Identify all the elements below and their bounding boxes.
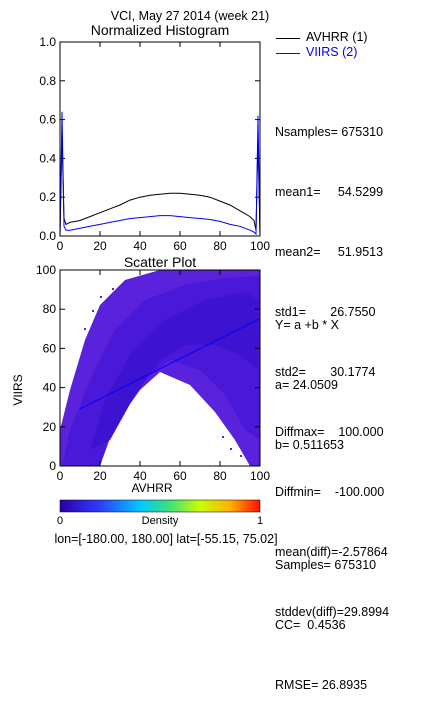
scatter-title: Scatter Plot: [124, 254, 196, 270]
histogram-xtick-label: 100: [250, 239, 270, 253]
scatter-ytick-label: 100: [36, 263, 56, 277]
stat-std2: std2= 30.1774: [275, 365, 376, 379]
colorbar: 0 Density 1: [57, 499, 263, 527]
colorbar-gradient: [59, 499, 261, 513]
fit-spacer: [275, 495, 376, 515]
colorbar-label: Density: [142, 515, 179, 527]
histogram-xtick-label: 80: [213, 239, 227, 253]
scatter-ytick-label: 0: [49, 459, 56, 473]
stat-diffmax: Diffmax= 100.000: [275, 425, 384, 439]
colorbar-min: 0: [57, 515, 63, 527]
histogram-ytick-label: 0.4: [39, 151, 56, 165]
histogram-xtick-label: 0: [57, 239, 64, 253]
fit-equation: Y= a +b * X: [275, 318, 339, 332]
histogram-line-avhrr: [59, 135, 261, 237]
footer-coords: lon=[-180.00, 180.00] lat=[-55.15, 75.02…: [54, 532, 277, 546]
histogram-xtick-label: 60: [173, 239, 187, 253]
scatter-xtick-label: 0: [57, 469, 64, 483]
fit-rmse: RMSE= 26.8935: [275, 678, 368, 692]
page-title: VCI, May 27 2014 (week 21): [111, 9, 269, 23]
fit-a: a= 24.0509: [275, 378, 338, 392]
histogram-ytick-label: 0.6: [39, 113, 56, 127]
legend-label-avhrr: AVHRR (1): [306, 30, 368, 44]
histogram-xtick-label: 20: [93, 239, 107, 253]
histogram-ytick-label: 0.2: [39, 190, 56, 204]
fit-samples: Samples= 675310: [275, 558, 377, 572]
colorbar-max: 1: [257, 515, 263, 527]
scatter-xlabel: AVHRR: [131, 481, 172, 495]
histogram-ytick-label: 0.8: [39, 74, 56, 88]
histogram-ytick-label: 0.0: [39, 229, 56, 243]
legend-swatch-viirs: [276, 53, 300, 54]
histogram-line-viirs: [59, 111, 261, 237]
chart-canvas: VCI, May 27 2014 (week 21) Normalized Hi…: [11, 9, 278, 546]
scatter-ytick-label: 60: [43, 341, 57, 355]
scatter-plot: Scatter Plot: [11, 254, 270, 495]
scatter-xtick-label: 20: [93, 469, 107, 483]
scatter-xtick-label: 60: [173, 469, 187, 483]
scatter-ylabel: VIIRS: [11, 374, 25, 405]
scatter-ytick-label: 40: [43, 381, 57, 395]
stat-std1: std1= 26.7550: [275, 305, 376, 319]
stat-nsamples: Nsamples= 675310: [275, 125, 384, 139]
scatter-xtick-label: 40: [133, 469, 147, 483]
scatter-xtick-label: 100: [250, 469, 270, 483]
scatter-fit-line: [79, 318, 260, 410]
fit-cc: CC= 0.4536: [275, 618, 346, 632]
legend-label-viirs: VIIRS (2): [306, 45, 358, 59]
legend-swatch-avhrr: [276, 38, 300, 39]
scatter-frame: [59, 269, 261, 467]
histogram-title: Normalized Histogram: [91, 22, 229, 38]
fit-stats: Y= a +b * X a= 24.0509 b= 0.511653 Sampl…: [275, 275, 376, 715]
histogram-plot: Normalized Histogram 0 20 40 60 80 100 0.0 0.2 0…: [39, 22, 270, 253]
histogram-ytick-label: 1.0: [39, 35, 56, 49]
scatter-density-cloud: [60, 270, 260, 466]
scatter-ytick-label: 80: [43, 302, 57, 316]
stat-mean2: mean2= 51.9513: [275, 245, 384, 259]
fit-b: b= 0.511653: [275, 438, 344, 452]
stat-diffmin: Diffmin= -100.000: [275, 485, 385, 499]
stat-mean1: mean1= 54.5299: [275, 185, 384, 199]
scatter-xtick-label: 80: [213, 469, 227, 483]
histogram-xtick-label: 40: [133, 239, 147, 253]
scatter-ytick-label: 20: [43, 420, 57, 434]
histogram-frame: [59, 41, 261, 237]
